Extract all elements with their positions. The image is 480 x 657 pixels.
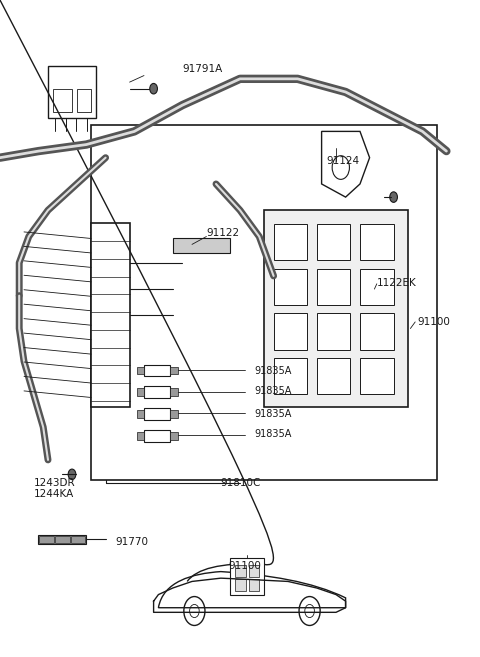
Bar [170, 388, 178, 396]
Bar [170, 432, 178, 440]
Bar [317, 224, 350, 260]
Bar [274, 269, 307, 305]
Text: 91835A: 91835A [254, 386, 292, 396]
Bar [235, 579, 246, 591]
Bar [317, 358, 350, 394]
Bar [77, 89, 91, 112]
Bar [249, 579, 259, 591]
Bar [144, 386, 170, 398]
Circle shape [150, 83, 157, 94]
Text: 91124: 91124 [326, 156, 360, 166]
Bar [249, 565, 259, 577]
Bar [144, 365, 170, 376]
Bar [274, 224, 307, 260]
Text: 91791A: 91791A [182, 64, 223, 74]
Circle shape [68, 469, 76, 480]
Bar [264, 210, 408, 407]
Text: 91835A: 91835A [254, 409, 292, 419]
Circle shape [390, 192, 397, 202]
Bar [91, 223, 130, 407]
Bar [230, 558, 264, 595]
Text: 1122EK: 1122EK [377, 277, 417, 288]
Bar [48, 66, 96, 118]
Text: 91770: 91770 [115, 537, 148, 547]
Bar [144, 430, 170, 442]
Bar [39, 536, 54, 543]
Text: 91122: 91122 [206, 228, 240, 238]
Bar [137, 432, 144, 440]
Bar [91, 125, 437, 480]
Bar [274, 358, 307, 394]
Bar [137, 388, 144, 396]
Text: 91835A: 91835A [254, 428, 292, 439]
Bar [137, 410, 144, 418]
Text: 91100: 91100 [418, 317, 450, 327]
Bar [53, 89, 72, 112]
Bar [360, 313, 394, 350]
Text: 91835A: 91835A [254, 366, 292, 376]
Bar [137, 367, 144, 374]
Text: 91100: 91100 [228, 561, 261, 572]
Bar [317, 313, 350, 350]
Bar [55, 536, 70, 543]
Bar [360, 269, 394, 305]
Text: 1244KA: 1244KA [34, 489, 74, 499]
Text: 1243DR: 1243DR [34, 478, 75, 488]
Bar [317, 269, 350, 305]
Bar [170, 367, 178, 374]
Bar [38, 535, 86, 544]
Bar [144, 408, 170, 420]
Bar [360, 358, 394, 394]
Bar [173, 238, 230, 253]
Polygon shape [322, 131, 370, 197]
Bar [235, 565, 246, 577]
Bar [274, 313, 307, 350]
Bar [71, 536, 85, 543]
Bar [170, 410, 178, 418]
Bar [360, 224, 394, 260]
Text: 91810C: 91810C [221, 478, 261, 488]
